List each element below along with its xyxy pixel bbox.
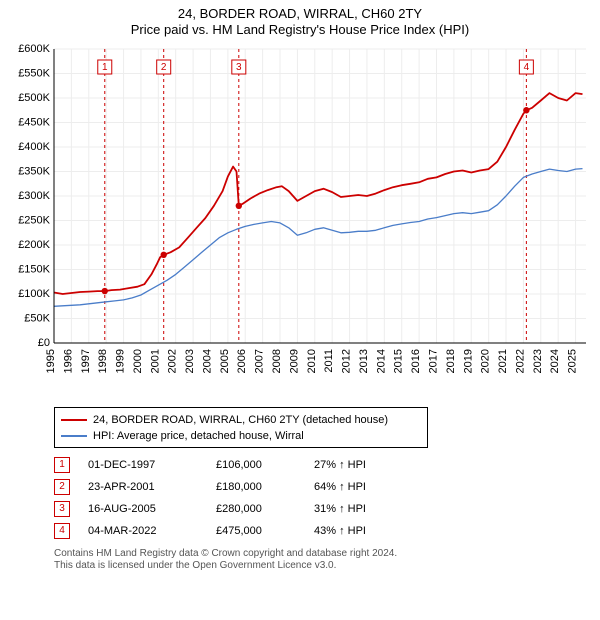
svg-text:2015: 2015 bbox=[393, 349, 405, 373]
svg-text:2010: 2010 bbox=[306, 349, 318, 373]
svg-text:2008: 2008 bbox=[271, 349, 283, 373]
legend-label-hpi: HPI: Average price, detached house, Wirr… bbox=[93, 430, 304, 442]
sale-date: 16-AUG-2005 bbox=[88, 503, 198, 515]
svg-text:2016: 2016 bbox=[410, 349, 422, 373]
svg-text:2018: 2018 bbox=[445, 349, 457, 373]
svg-text:£450K: £450K bbox=[18, 116, 50, 128]
svg-text:£200K: £200K bbox=[18, 239, 50, 251]
sale-date: 01-DEC-1997 bbox=[88, 459, 198, 471]
legend-swatch-hpi bbox=[61, 435, 87, 437]
sale-delta: 31% ↑ HPI bbox=[314, 503, 404, 515]
svg-text:2020: 2020 bbox=[480, 349, 492, 373]
svg-text:£100K: £100K bbox=[18, 288, 50, 300]
svg-text:2000: 2000 bbox=[132, 349, 144, 373]
sales-table: 1 01-DEC-1997 £106,000 27% ↑ HPI 2 23-APR-200… bbox=[54, 454, 592, 542]
svg-text:£550K: £550K bbox=[18, 67, 50, 79]
svg-text:2006: 2006 bbox=[236, 349, 248, 373]
svg-text:2001: 2001 bbox=[149, 349, 161, 373]
svg-text:1: 1 bbox=[102, 62, 108, 73]
svg-text:£600K: £600K bbox=[18, 43, 50, 55]
svg-text:2017: 2017 bbox=[427, 349, 439, 373]
svg-text:2004: 2004 bbox=[201, 349, 213, 373]
svg-text:2005: 2005 bbox=[219, 349, 231, 373]
page-title: 24, BORDER ROAD, WIRRAL, CH60 2TY bbox=[8, 6, 592, 22]
svg-text:2: 2 bbox=[161, 62, 167, 73]
sale-delta: 27% ↑ HPI bbox=[314, 459, 404, 471]
svg-text:£250K: £250K bbox=[18, 214, 50, 226]
svg-text:2023: 2023 bbox=[532, 349, 544, 373]
sale-price: £475,000 bbox=[216, 525, 296, 537]
svg-text:2024: 2024 bbox=[549, 349, 561, 373]
sale-badge: 1 bbox=[54, 457, 70, 473]
svg-text:£0: £0 bbox=[38, 337, 50, 349]
footer-line-2: This data is licensed under the Open Gov… bbox=[54, 560, 592, 573]
svg-text:2011: 2011 bbox=[323, 349, 335, 373]
sale-badge: 2 bbox=[54, 479, 70, 495]
sale-badge: 4 bbox=[54, 523, 70, 539]
sale-price: £106,000 bbox=[216, 459, 296, 471]
svg-text:£500K: £500K bbox=[18, 92, 50, 104]
sale-row: 1 01-DEC-1997 £106,000 27% ↑ HPI bbox=[54, 454, 592, 476]
svg-text:1995: 1995 bbox=[45, 349, 57, 373]
svg-text:4: 4 bbox=[524, 62, 530, 73]
sale-delta: 64% ↑ HPI bbox=[314, 481, 404, 493]
sale-row: 4 04-MAR-2022 £475,000 43% ↑ HPI bbox=[54, 520, 592, 542]
svg-text:2014: 2014 bbox=[375, 349, 387, 373]
svg-text:£150K: £150K bbox=[18, 263, 50, 275]
svg-text:1999: 1999 bbox=[115, 349, 127, 373]
svg-text:2013: 2013 bbox=[358, 349, 370, 373]
svg-text:2022: 2022 bbox=[514, 349, 526, 373]
svg-text:£400K: £400K bbox=[18, 141, 50, 153]
svg-text:£350K: £350K bbox=[18, 165, 50, 177]
svg-text:2021: 2021 bbox=[497, 348, 509, 372]
svg-text:2007: 2007 bbox=[254, 349, 266, 373]
footer: Contains HM Land Registry data © Crown c… bbox=[54, 548, 592, 573]
svg-text:2025: 2025 bbox=[567, 349, 579, 373]
legend-row-hpi: HPI: Average price, detached house, Wirr… bbox=[61, 428, 421, 444]
svg-text:3: 3 bbox=[236, 62, 242, 73]
svg-text:2003: 2003 bbox=[184, 349, 196, 373]
sale-date: 23-APR-2001 bbox=[88, 481, 198, 493]
price-chart: £0 £50K £100K £150K £200K £250K £300K £350K £400… bbox=[8, 43, 592, 403]
svg-text:1998: 1998 bbox=[97, 349, 109, 373]
svg-text:1997: 1997 bbox=[80, 349, 92, 373]
svg-text:2019: 2019 bbox=[462, 349, 474, 373]
sale-price: £280,000 bbox=[216, 503, 296, 515]
svg-text:2002: 2002 bbox=[167, 349, 179, 373]
legend-row-property: 24, BORDER ROAD, WIRRAL, CH60 2TY (detac… bbox=[61, 412, 421, 428]
sale-date: 04-MAR-2022 bbox=[88, 525, 198, 537]
sale-price: £180,000 bbox=[216, 481, 296, 493]
svg-text:2012: 2012 bbox=[341, 349, 353, 373]
legend-label-property: 24, BORDER ROAD, WIRRAL, CH60 2TY (detac… bbox=[93, 414, 388, 426]
sale-delta: 43% ↑ HPI bbox=[314, 525, 404, 537]
sale-row: 3 16-AUG-2005 £280,000 31% ↑ HPI bbox=[54, 498, 592, 520]
svg-text:£300K: £300K bbox=[18, 190, 50, 202]
sale-badge: 3 bbox=[54, 501, 70, 517]
legend-swatch-property bbox=[61, 419, 87, 421]
svg-text:£50K: £50K bbox=[24, 312, 50, 324]
sale-row: 2 23-APR-2001 £180,000 64% ↑ HPI bbox=[54, 476, 592, 498]
svg-text:2009: 2009 bbox=[288, 349, 300, 373]
footer-line-1: Contains HM Land Registry data © Crown c… bbox=[54, 548, 592, 561]
page-subtitle: Price paid vs. HM Land Registry's House … bbox=[8, 22, 592, 38]
svg-text:1996: 1996 bbox=[62, 349, 74, 373]
legend: 24, BORDER ROAD, WIRRAL, CH60 2TY (detac… bbox=[54, 407, 428, 448]
